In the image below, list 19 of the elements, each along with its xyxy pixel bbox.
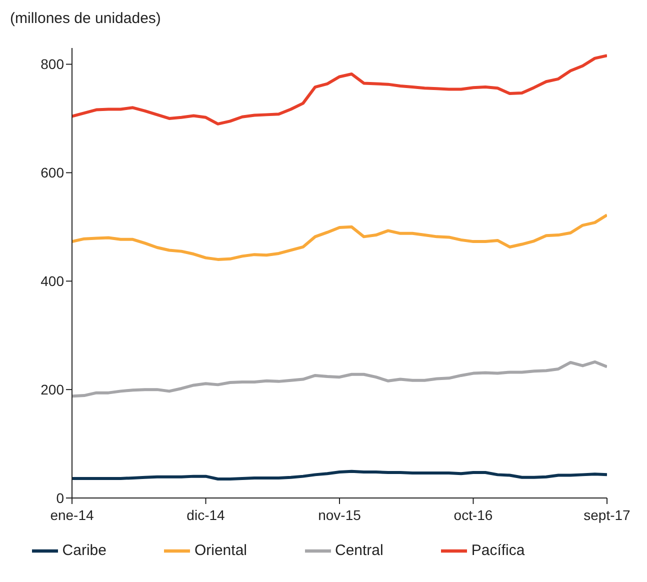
- y-tick-label: 200: [40, 382, 64, 398]
- x-tick-label: oct-16: [454, 507, 493, 523]
- x-tick-label: nov-15: [318, 507, 362, 523]
- x-tick-label: sept-17: [584, 507, 631, 523]
- legend-label: Caribe: [62, 542, 106, 559]
- line-series: [72, 470, 607, 481]
- y-tick-label: 0: [56, 490, 64, 506]
- line-series: [72, 360, 607, 398]
- line-series: [72, 213, 607, 261]
- x-tick-label: dic-14: [186, 507, 226, 523]
- y-tick-label: 400: [40, 273, 64, 290]
- y-tick-label: 800: [40, 56, 64, 72]
- line-series: [72, 54, 607, 126]
- y-axis-title: (millones de unidades): [10, 10, 161, 27]
- legend-label: Central: [335, 542, 384, 559]
- y-tick-label: 600: [40, 164, 64, 181]
- legend-label: Oriental: [194, 542, 247, 559]
- x-tick-label: ene-14: [50, 507, 94, 523]
- legend-label: Pacífica: [471, 542, 525, 559]
